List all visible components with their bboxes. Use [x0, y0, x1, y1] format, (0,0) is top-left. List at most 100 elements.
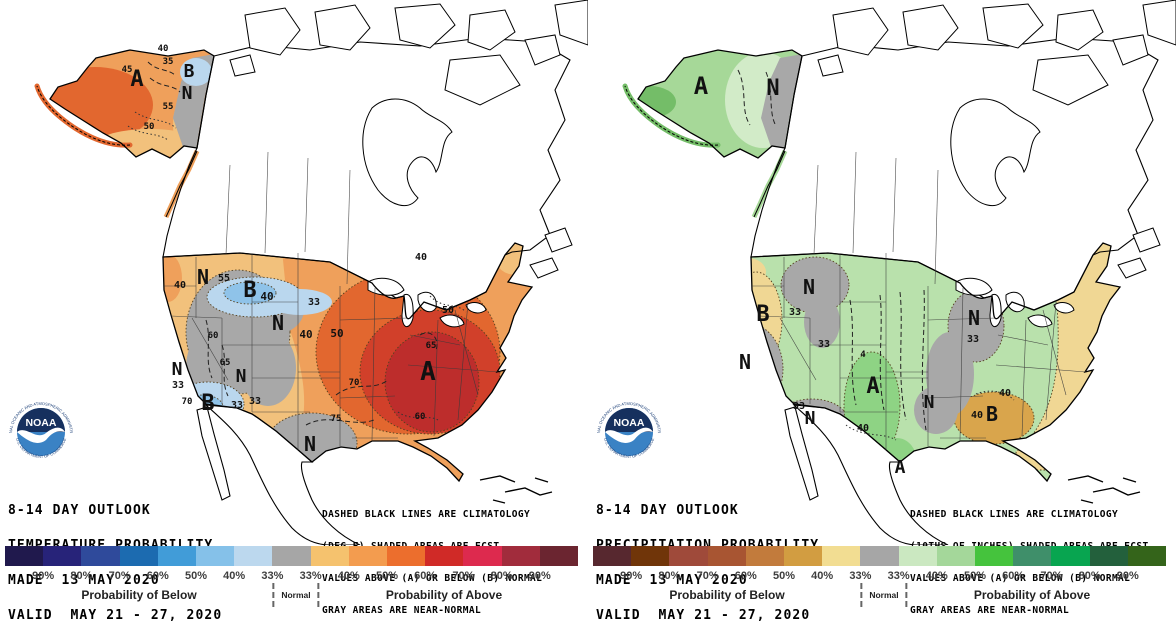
- map-label: N: [803, 275, 815, 299]
- colorbar-segment: [234, 546, 273, 566]
- colorbar-tick-label: 33%: [849, 570, 872, 582]
- title-line: VALID MAY 21 - 27, 2020: [8, 607, 223, 621]
- colorbar-tick-label: 50%: [184, 570, 208, 582]
- colorbar-tick-label: 90%: [528, 570, 551, 582]
- colorbar-segment: [1089, 546, 1128, 566]
- colorbar-segment: [822, 546, 861, 566]
- map-label: A: [130, 67, 143, 92]
- map-label: N: [236, 366, 247, 387]
- map-label: B: [986, 402, 998, 426]
- map-label: N: [805, 408, 816, 429]
- colorbar-tick-label: 60%: [414, 570, 437, 582]
- colorbar-segment: [310, 546, 349, 566]
- colorbar-segment: [631, 546, 670, 566]
- map-label: 45: [122, 65, 133, 75]
- colorbar-segment: [387, 546, 426, 566]
- map-label: 33: [231, 400, 243, 411]
- title-line: 8-14 DAY OUTLOOK: [8, 503, 151, 519]
- colorbar-segment: [43, 546, 82, 566]
- map-label: 75: [331, 414, 342, 424]
- map-label: A: [866, 374, 879, 399]
- temperature-shaded-regions: [50, 50, 532, 481]
- colorbar-tick-label: 70%: [108, 570, 131, 582]
- colorbar-tick-label: 33%: [261, 570, 284, 582]
- colorbar-segment: [539, 546, 579, 566]
- map-label: 40: [415, 252, 427, 263]
- dashed-divider: [905, 583, 908, 607]
- map-label: N: [182, 83, 193, 104]
- map-label: 60: [208, 331, 219, 341]
- colorbar-tick-label: 40%: [223, 570, 246, 582]
- map-label: 40: [971, 410, 983, 421]
- map-label: 40: [857, 423, 869, 434]
- colorbar-tick-label: 70%: [696, 570, 719, 582]
- map-label: B: [756, 302, 769, 327]
- map-label: 33: [172, 380, 184, 391]
- precipitation-title-block: 8-14 DAY OUTLOOK PRECIPITATION PROBABILI…: [596, 482, 819, 621]
- map-label: 55: [163, 102, 174, 112]
- map-label: 65: [220, 358, 231, 368]
- normal-caption-box: Normal: [860, 583, 908, 607]
- map-label: N: [272, 311, 284, 335]
- precipitation-panel: A N B 33 N 33 N 33 N 4 A 40 A N N 33 40 B 40 8-14 DAY OUTL…: [588, 0, 1176, 621]
- colorbar-segment: [860, 546, 899, 566]
- colorbar-tick-label: 50%: [772, 570, 796, 582]
- normal-caption-box: Normal: [272, 583, 320, 607]
- note-line: GRAY AREAS ARE NEAR-NORMAL: [910, 604, 1070, 616]
- map-label: N: [739, 350, 751, 374]
- map-label: 33: [789, 307, 801, 318]
- colorbar-tick-label: 80%: [1078, 570, 1101, 582]
- precipitation-colorbar: [593, 546, 1167, 566]
- colorbar-tick-label: 40%: [811, 570, 834, 582]
- colorbar-segment: [463, 546, 502, 566]
- dashed-divider: [272, 583, 275, 607]
- map-label: 35: [163, 57, 174, 67]
- dashed-divider: [317, 583, 320, 607]
- colorbar-segment: [1051, 546, 1090, 566]
- map-label: A: [694, 72, 709, 100]
- map-label: B: [201, 391, 214, 416]
- title-line: VALID MAY 21 - 27, 2020: [596, 607, 811, 621]
- above-caption: Probability of Above: [385, 588, 503, 602]
- note-line: VALUES ABOVE (A) OR BELOW (B) NORMAL: [910, 572, 1131, 584]
- colorbar-segment: [196, 546, 235, 566]
- colorbar-tick-label: 80%: [70, 570, 93, 582]
- map-label: 70: [182, 397, 193, 407]
- map-label: 40: [299, 328, 312, 341]
- map-label: N: [924, 392, 935, 413]
- colorbar-segment: [348, 546, 388, 566]
- map-label: 33: [308, 297, 320, 308]
- colorbar-segment: [784, 546, 823, 566]
- map-label: N: [968, 306, 980, 330]
- map-label: 40: [174, 280, 186, 291]
- map-label: 50: [330, 327, 343, 340]
- map-label: 33: [793, 401, 805, 412]
- colorbar-segment: [898, 546, 937, 566]
- colorbar-segment: [669, 546, 708, 566]
- map-label: B: [184, 61, 195, 82]
- note-line: GRAY AREAS ARE NEAR-NORMAL: [322, 604, 482, 616]
- normal-caption: Normal: [281, 590, 311, 600]
- below-caption: Probability of Below: [669, 588, 785, 602]
- colorbar-segment: [1013, 546, 1052, 566]
- colorbar-segment: [81, 546, 120, 566]
- above-caption: Probability of Above: [973, 588, 1091, 602]
- colorbar-segment: [707, 546, 746, 566]
- colorbar-tick-label: 60%: [146, 570, 169, 582]
- map-label: A: [895, 457, 906, 478]
- map-label: N: [172, 359, 183, 380]
- map-label: 50: [442, 305, 454, 316]
- title-line: MADE 13 MAY 2020: [8, 572, 160, 588]
- map-label: 50: [144, 122, 155, 132]
- note-line: DASHED BLACK LINES ARE CLIMATOLOGY: [910, 509, 1119, 521]
- normal-caption: Normal: [869, 590, 899, 600]
- precipitation-shaded-regions: [638, 50, 1120, 481]
- map-label: N: [766, 76, 779, 101]
- colorbar-tick-label: 80%: [490, 570, 513, 582]
- temperature-contours: [127, 61, 467, 426]
- colorbar-tick-label: 33%: [299, 570, 322, 582]
- map-label: 4: [860, 350, 866, 360]
- map-label: 70: [349, 378, 360, 388]
